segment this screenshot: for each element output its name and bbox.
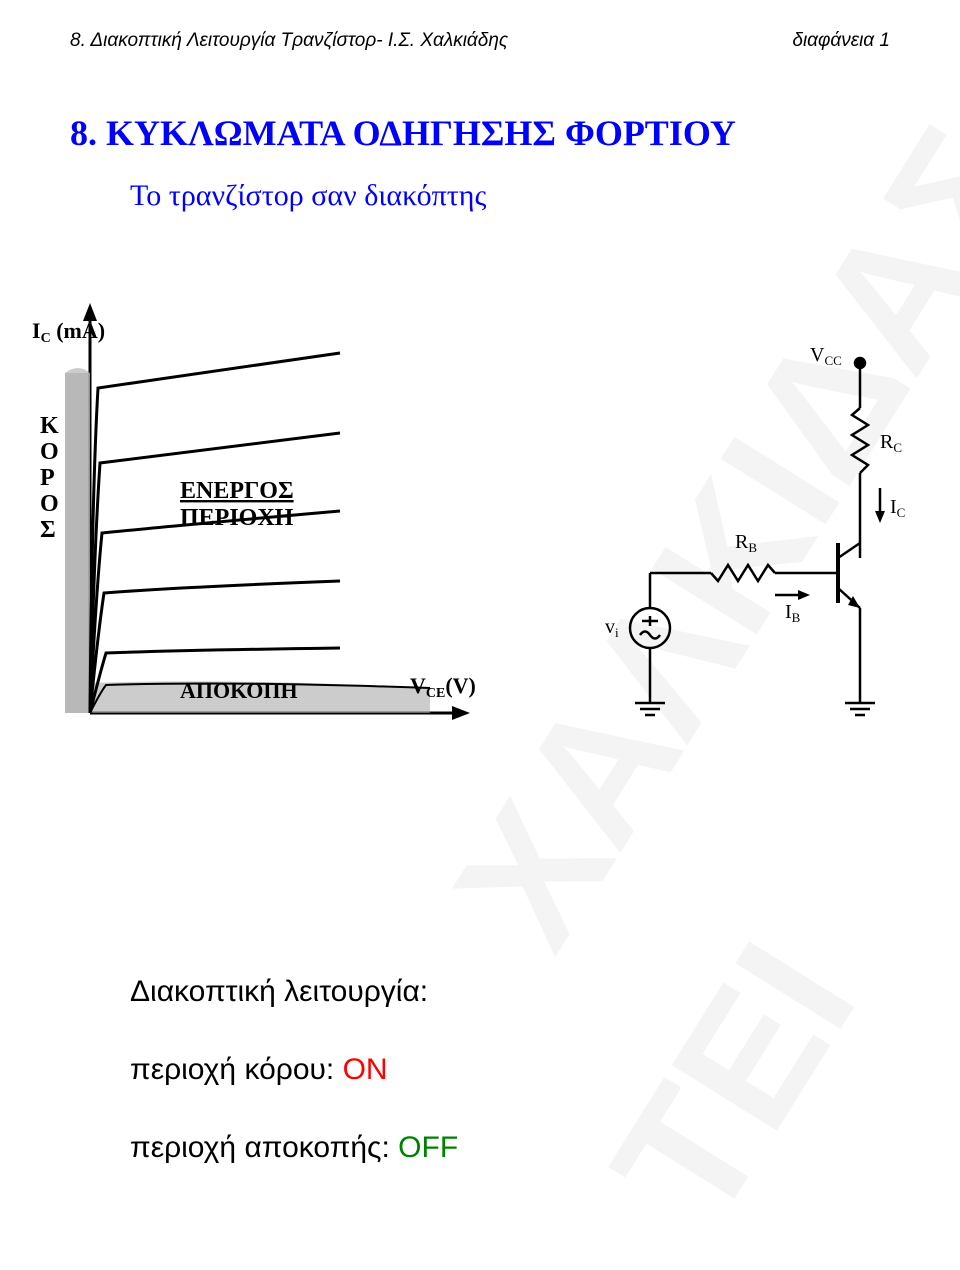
footer: Διακοπτική λειτουργία: περιοχή κόρου: ON…	[130, 953, 890, 1187]
ic-label: IC	[890, 496, 905, 520]
diagrams-row: IC (mA) Κ Ο Ρ Ο Σ ΕΝ	[70, 293, 890, 853]
cutoff-label: ΑΠΟΚΟΠΗ	[180, 678, 298, 703]
page-subtitle: Το τρανζίστορ σαν διακόπτης	[130, 179, 890, 213]
y-axis-label: IC (mA)	[32, 318, 105, 346]
active-label-2: ΠΕΡΙΟΧΗ	[180, 505, 294, 531]
rc-label: RC	[880, 431, 902, 455]
x-axis-label: VCE(V)	[410, 673, 476, 701]
iv-chart: IC (mA) Κ Ο Ρ Ο Σ ΕΝ	[30, 293, 500, 763]
ib-label: IB	[785, 601, 801, 625]
vi-label: vi	[605, 616, 619, 640]
vcc-label: VCC	[810, 344, 842, 368]
page-title: 8. ΚΥΚΛΩΜΑΤΑ ΟΔΗΓΗΣΗΣ ΦΟΡΤΙΟΥ	[70, 112, 890, 154]
saturation-region	[65, 368, 90, 713]
active-label-1: ΕΝΕΡΓΟΣ	[180, 478, 294, 504]
footer-line1: Διακοπτική λειτουργία:	[130, 953, 890, 1031]
header-left: 8. Διακοπτική Λειτουργία Τρανζίστορ- Ι.Σ…	[70, 30, 508, 52]
transistor-circuit: VCC RC IC RB IB vi	[580, 333, 920, 773]
header-right: διαφάνεια 1	[792, 30, 890, 52]
footer-line2: περιοχή κόρου: ON	[130, 1031, 890, 1109]
saturation-label: Κ Ο Ρ Ο Σ	[40, 413, 65, 543]
rb-label: RB	[735, 531, 757, 555]
page-header: 8. Διακοπτική Λειτουργία Τρανζίστορ- Ι.Σ…	[70, 30, 890, 52]
footer-line3: περιοχή αποκοπής: OFF	[130, 1109, 890, 1187]
